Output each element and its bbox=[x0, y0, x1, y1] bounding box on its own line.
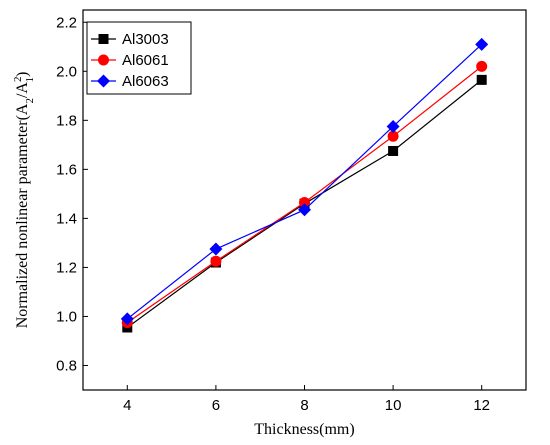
axis-ticks: 4 6 8 10 12 0.8 1.0 1.2 1.4 1.6 1.8 2.0 2.2 bbox=[56, 14, 490, 414]
series-layer bbox=[120, 37, 489, 333]
x-tick-label: 12 bbox=[473, 397, 490, 414]
y-axis-title-sup: 2 bbox=[12, 77, 24, 83]
series-al6063 bbox=[120, 37, 489, 326]
data-point-al3003 bbox=[388, 145, 399, 156]
data-point-al6063 bbox=[209, 242, 223, 256]
y-axis-title-sub1: 2 bbox=[24, 98, 36, 104]
data-point-al3003 bbox=[476, 74, 487, 85]
data-point-al6061 bbox=[210, 255, 222, 267]
legend-entry-al6061: Al6061 bbox=[91, 52, 169, 69]
y-tick-label: 0.8 bbox=[56, 357, 77, 374]
series-line-al6061 bbox=[126, 65, 483, 324]
series-al6061 bbox=[121, 60, 488, 329]
data-point-al6061 bbox=[299, 196, 310, 208]
x-axis-title: Thickness(mm) bbox=[254, 421, 354, 438]
y-tick-label: 1.0 bbox=[56, 308, 77, 325]
legend-label-al6063: Al6063 bbox=[122, 73, 169, 90]
data-point-al6063 bbox=[386, 119, 400, 133]
legend-marker-al3003 bbox=[98, 34, 109, 44]
y-axis-title-slash: /A bbox=[14, 82, 31, 98]
y-axis-title-sub2: 1 bbox=[24, 77, 36, 83]
legend-marker-al6061 bbox=[98, 54, 109, 66]
data-point-al6063 bbox=[298, 203, 311, 217]
legend-marker-al6063 bbox=[97, 74, 110, 88]
y-tick-label: 1.2 bbox=[56, 259, 77, 276]
data-point-al6063 bbox=[120, 312, 134, 326]
legend: Al3003 Al6061 Al6063 bbox=[86, 21, 192, 95]
x-tick-label: 6 bbox=[212, 397, 220, 414]
x-tick-label: 10 bbox=[385, 397, 402, 414]
y-axis-title: Normalized nonlinear parameter(A2/A21) bbox=[12, 72, 36, 329]
y-tick-label: 2.0 bbox=[56, 63, 77, 80]
legend-entry-al6063: Al6063 bbox=[91, 73, 169, 90]
y-tick-label: 1.8 bbox=[56, 112, 77, 129]
y-tick-label: 1.4 bbox=[56, 210, 77, 227]
legend-entry-al3003: Al3003 bbox=[91, 31, 169, 48]
data-point-al6061 bbox=[476, 60, 488, 72]
data-point-al6061 bbox=[387, 130, 399, 142]
x-tick-label: 4 bbox=[123, 397, 131, 414]
y-tick-label: 1.6 bbox=[56, 161, 77, 178]
legend-label-al6061: Al6061 bbox=[122, 52, 169, 69]
y-axis-title-main: Normalized nonlinear parameter(A bbox=[14, 103, 31, 328]
data-point-al6063 bbox=[475, 37, 489, 51]
y-axis-title-close: ) bbox=[14, 72, 31, 77]
y-tick-label: 2.2 bbox=[56, 14, 77, 31]
legend-label-al3003: Al3003 bbox=[122, 31, 169, 48]
x-tick-label: 8 bbox=[300, 397, 308, 414]
